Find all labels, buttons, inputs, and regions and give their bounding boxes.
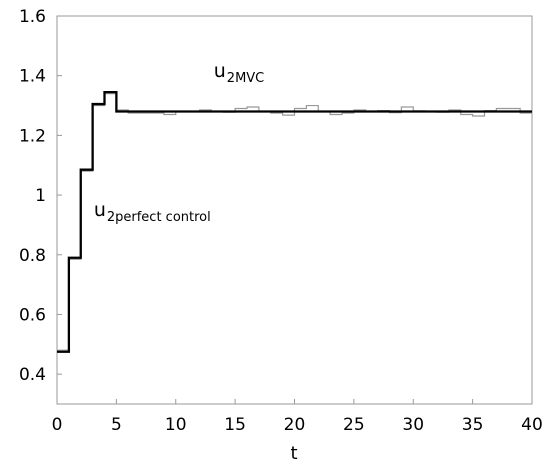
x-axis-title: t — [290, 443, 297, 464]
series-layer — [57, 90, 532, 353]
annotation-subscript: 2MVC — [227, 71, 264, 86]
y-tick-label: 1 — [35, 186, 46, 206]
tick-layer: 0 5 10 15 20 25 30 35 40 0.4 0.6 0.8 1 1.2 1.4 1.6 — [19, 7, 543, 435]
x-tick-label: 40 — [521, 415, 543, 435]
y-tick-label: 0.8 — [19, 246, 46, 266]
annotation-base: u — [214, 60, 226, 82]
annotation-mvc: u2MVC — [214, 60, 265, 86]
y-tick-label: 0.6 — [19, 305, 46, 325]
annotation-subscript: 2perfect control — [107, 210, 211, 225]
series-perfect-line — [57, 90, 532, 353]
y-tick-label: 1.2 — [19, 126, 46, 146]
x-tick-label: 30 — [402, 415, 424, 435]
annotation-perfect: u2perfect control — [94, 199, 211, 225]
x-tick-label: 25 — [343, 415, 365, 435]
x-tick-label: 10 — [165, 415, 187, 435]
y-tick-label: 0.4 — [19, 365, 46, 385]
x-tick-label: 20 — [284, 415, 306, 435]
x-tick-label: 35 — [462, 415, 484, 435]
x-tick-label: 0 — [52, 415, 63, 435]
x-tick-label: 5 — [111, 415, 122, 435]
annotation-base: u — [94, 199, 106, 221]
y-tick-label: 1.6 — [19, 7, 46, 27]
x-tick-label: 15 — [224, 415, 246, 435]
y-tick-label: 1.4 — [19, 67, 46, 87]
